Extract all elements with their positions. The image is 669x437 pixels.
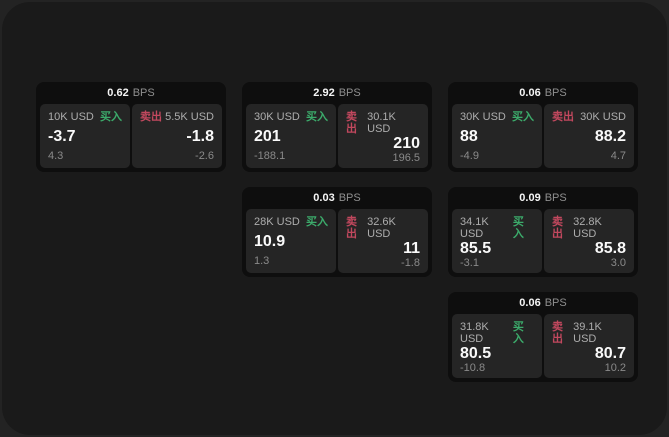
sell-notional: 39.1K USD xyxy=(573,321,602,345)
bps-unit: BPS xyxy=(544,192,567,204)
sell-label: 卖出 xyxy=(346,216,357,240)
buy-footer-value: -10.8 xyxy=(460,362,486,374)
bps-value: 2.92 xyxy=(313,87,335,99)
buy-notional: 34.1K USD xyxy=(460,216,489,240)
sell-notional: 30.1K USD xyxy=(367,111,396,135)
sell-price: 210 xyxy=(393,135,420,152)
buy-footer-value: 1.3 xyxy=(254,255,270,267)
bps-value: 0.06 xyxy=(519,87,541,99)
buy-notional: 31.8K USD xyxy=(460,321,489,345)
bps-unit: BPS xyxy=(544,87,567,99)
card-header: 0.06 BPS xyxy=(448,292,638,314)
card-header: 0.06 BPS xyxy=(448,82,638,104)
sell-footer-value: 4.7 xyxy=(610,150,626,162)
sell-notional: 32.8K USD xyxy=(573,216,602,240)
buy-quote-tile[interactable]: 28K USD 买入 10.9 1.3 xyxy=(246,209,336,273)
buy-price: 10.9 xyxy=(254,233,286,250)
buy-price: 201 xyxy=(254,128,281,145)
card-body: 30K USD 买入 201 -188.1 卖出 30.1K USD 210 1… xyxy=(242,104,432,172)
card-body: 34.1K USD 买入 85.5 -3.1 卖出 32.8K USD 85.8… xyxy=(448,209,638,277)
buy-price: 80.5 xyxy=(460,345,492,362)
bps-unit: BPS xyxy=(338,192,361,204)
card-body: 30K USD 买入 88 -4.9 卖出 30K USD 88.2 4.7 xyxy=(448,104,638,172)
card-header: 0.09 BPS xyxy=(448,187,638,209)
buy-notional: 30K USD xyxy=(254,111,300,123)
quote-card: 0.09 BPS 34.1K USD 买入 85.5 -3.1 卖出 32.8K… xyxy=(448,187,638,277)
buy-label: 买入 xyxy=(512,111,534,123)
quote-card: 0.06 BPS 30K USD 买入 88 -4.9 卖出 30K USD 8… xyxy=(448,82,638,172)
buy-label: 买入 xyxy=(512,321,524,345)
buy-quote-tile[interactable]: 10K USD 买入 -3.7 4.3 xyxy=(40,104,130,168)
sell-label: 卖出 xyxy=(552,216,563,240)
sell-quote-tile[interactable]: 卖出 5.5K USD -1.8 -2.6 xyxy=(132,104,222,168)
sell-quote-tile[interactable]: 卖出 32.6K USD 11 -1.8 xyxy=(338,209,428,273)
buy-footer-value: 4.3 xyxy=(48,150,64,162)
quote-card: 2.92 BPS 30K USD 买入 201 -188.1 卖出 30.1K … xyxy=(242,82,432,172)
sell-price: 88.2 xyxy=(594,128,626,145)
bps-unit: BPS xyxy=(132,87,155,99)
buy-footer-value: -4.9 xyxy=(460,150,479,162)
sell-quote-tile[interactable]: 卖出 30K USD 88.2 4.7 xyxy=(544,104,634,168)
quote-card: 0.06 BPS 31.8K USD 买入 80.5 -10.8 卖出 39.1… xyxy=(448,292,638,382)
buy-footer-value: -188.1 xyxy=(254,150,286,162)
bps-unit: BPS xyxy=(544,297,567,309)
buy-notional: 10K USD xyxy=(48,111,94,123)
quote-card: 0.62 BPS 10K USD 买入 -3.7 4.3 卖出 5.5K USD… xyxy=(36,82,226,172)
sell-notional: 5.5K USD xyxy=(165,111,214,123)
sell-label: 卖出 xyxy=(346,111,357,135)
buy-quote-tile[interactable]: 30K USD 买入 201 -188.1 xyxy=(246,104,336,168)
sell-notional: 32.6K USD xyxy=(367,216,396,240)
card-body: 31.8K USD 买入 80.5 -10.8 卖出 39.1K USD 80.… xyxy=(448,314,638,382)
buy-notional: 30K USD xyxy=(460,111,506,123)
sell-notional: 30K USD xyxy=(580,111,626,123)
sell-price: 11 xyxy=(403,240,420,257)
bps-value: 0.06 xyxy=(519,297,541,309)
card-header: 0.62 BPS xyxy=(36,82,226,104)
sell-price: 80.7 xyxy=(594,345,626,362)
sell-footer-value: 10.2 xyxy=(604,362,626,374)
bps-value: 0.09 xyxy=(519,192,541,204)
buy-footer-value: -3.1 xyxy=(460,257,479,269)
buy-label: 买入 xyxy=(306,111,328,123)
sell-footer-value: 3.0 xyxy=(610,257,626,269)
sell-price: 85.8 xyxy=(594,240,626,257)
card-body: 10K USD 买入 -3.7 4.3 卖出 5.5K USD -1.8 -2.… xyxy=(36,104,226,172)
sell-quote-tile[interactable]: 卖出 39.1K USD 80.7 10.2 xyxy=(544,314,634,378)
sell-quote-tile[interactable]: 卖出 30.1K USD 210 196.5 xyxy=(338,104,428,168)
card-header: 0.03 BPS xyxy=(242,187,432,209)
bps-value: 0.03 xyxy=(313,192,335,204)
quote-card: 0.03 BPS 28K USD 买入 10.9 1.3 卖出 32.6K US… xyxy=(242,187,432,277)
buy-label: 买入 xyxy=(306,216,328,228)
sell-footer-value: -1.8 xyxy=(401,257,420,269)
sell-footer-value: -2.6 xyxy=(195,150,214,162)
sell-label: 卖出 xyxy=(552,321,563,345)
sell-quote-tile[interactable]: 卖出 32.8K USD 85.8 3.0 xyxy=(544,209,634,273)
card-header: 2.92 BPS xyxy=(242,82,432,104)
sell-price: -1.8 xyxy=(186,128,214,145)
buy-price: 85.5 xyxy=(460,240,492,257)
buy-price: -3.7 xyxy=(48,128,76,145)
buy-quote-tile[interactable]: 31.8K USD 买入 80.5 -10.8 xyxy=(452,314,542,378)
sell-label: 卖出 xyxy=(552,111,574,123)
card-body: 28K USD 买入 10.9 1.3 卖出 32.6K USD 11 -1.8 xyxy=(242,209,432,277)
buy-label: 买入 xyxy=(512,216,524,240)
buy-price: 88 xyxy=(460,128,478,145)
buy-quote-tile[interactable]: 30K USD 买入 88 -4.9 xyxy=(452,104,542,168)
bps-unit: BPS xyxy=(338,87,361,99)
buy-label: 买入 xyxy=(100,111,122,123)
bps-value: 0.62 xyxy=(107,87,129,99)
buy-quote-tile[interactable]: 34.1K USD 买入 85.5 -3.1 xyxy=(452,209,542,273)
buy-notional: 28K USD xyxy=(254,216,300,228)
sell-footer-value: 196.5 xyxy=(392,152,420,164)
sell-label: 卖出 xyxy=(140,111,162,123)
